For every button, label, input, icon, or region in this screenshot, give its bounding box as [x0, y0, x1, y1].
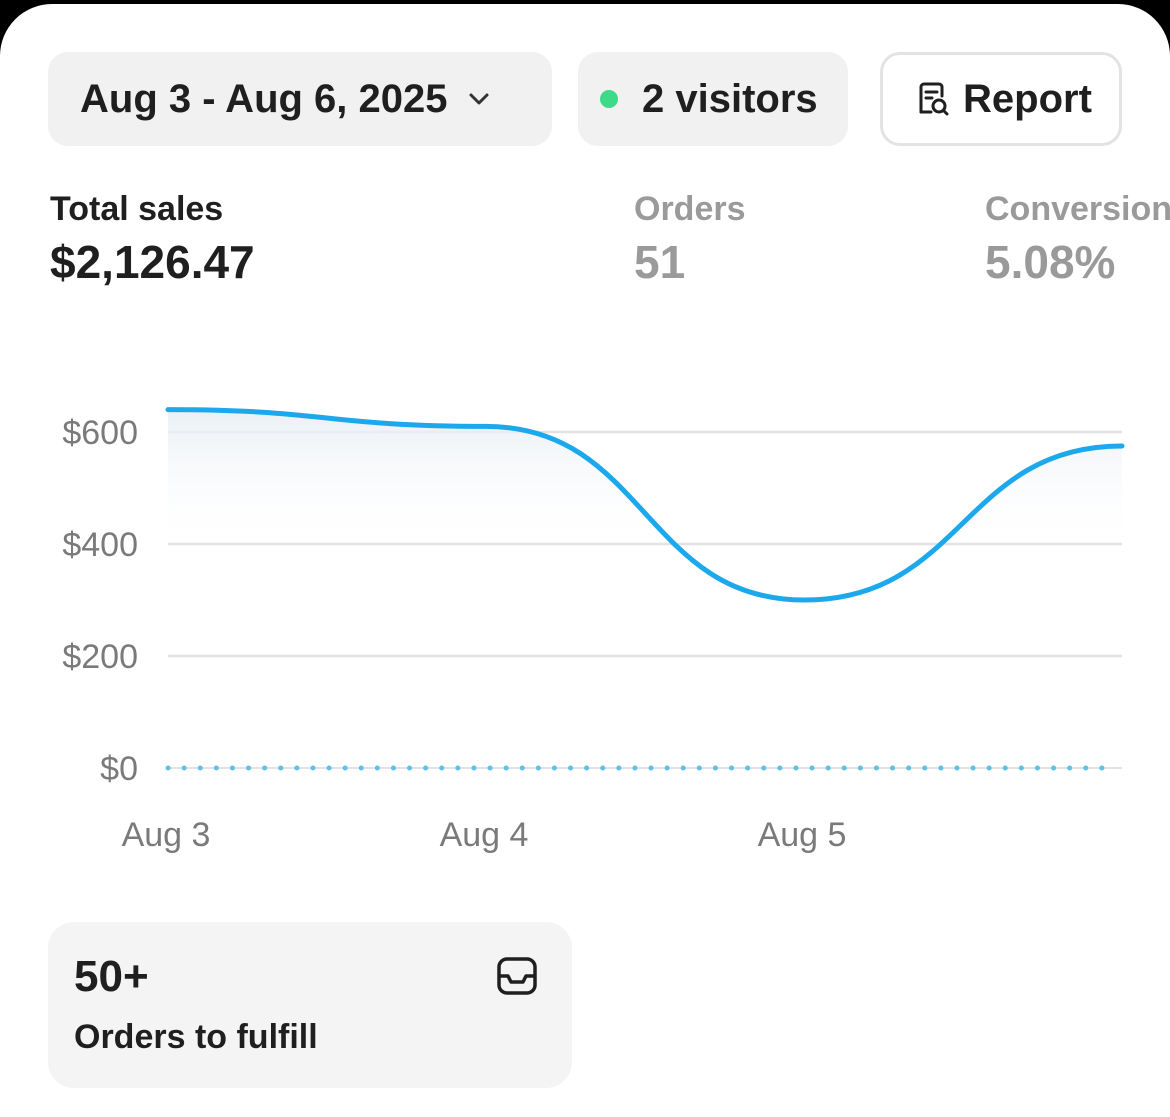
metric-orders[interactable]: Orders 51 — [634, 190, 746, 289]
x-tick-label: Aug 4 — [440, 816, 529, 854]
chart-series-layer — [165, 407, 1125, 771]
x-tick-label: Aug 5 — [758, 816, 847, 854]
x-tick-label: Aug 3 — [122, 816, 211, 854]
date-range-picker[interactable]: Aug 3 - Aug 6, 2025 — [48, 52, 552, 146]
y-tick-label: $600 — [62, 414, 138, 452]
series-sales-line — [165, 407, 1125, 603]
report-label: Report — [963, 76, 1092, 121]
orders-to-fulfill-card[interactable]: 50+ Orders to fulfill — [48, 922, 572, 1088]
series-area-fill — [168, 409, 1122, 600]
metric-value: $2,126.47 — [50, 236, 255, 288]
orders-to-fulfill-count: 50+ — [74, 952, 149, 1001]
live-visitors-button[interactable]: 2 visitors — [578, 52, 848, 146]
metric-label: Total sales — [50, 190, 224, 228]
metric-value: 51 — [634, 236, 686, 288]
chart-area — [168, 409, 1122, 600]
date-range-label: Aug 3 - Aug 6, 2025 — [80, 76, 448, 121]
y-tick-label: $400 — [62, 526, 138, 564]
inbox-tray-icon — [496, 956, 538, 1001]
metric-conversion[interactable]: Conversion 5.08% — [985, 190, 1170, 289]
orders-to-fulfill-label: Orders to fulfill — [74, 1018, 318, 1056]
dashboard-sheet: Aug 3 - Aug 6, 2025 2 visitors Report To… — [0, 4, 1170, 1117]
x-axis-labels: Aug 3 Aug 4 Aug 5 — [122, 816, 847, 854]
chevron-down-icon — [466, 86, 492, 112]
metric-label: Conversion — [985, 190, 1170, 228]
metric-value: 5.08% — [985, 236, 1116, 288]
sales-line-chart: $0 $200 $400 $600 Aug 3 Aug 4 Aug 5 — [62, 407, 1125, 854]
y-tick-label: $0 — [100, 750, 138, 788]
visitors-label: 2 visitors — [642, 76, 818, 121]
report-button[interactable]: Report — [880, 52, 1122, 146]
live-dot-icon — [600, 90, 618, 108]
y-axis-labels: $0 $200 $400 $600 — [62, 414, 138, 788]
metric-label: Orders — [634, 190, 746, 228]
y-tick-label: $200 — [62, 638, 138, 676]
metric-total-sales[interactable]: Total sales $2,126.47 — [50, 190, 255, 289]
report-search-icon — [913, 80, 951, 118]
